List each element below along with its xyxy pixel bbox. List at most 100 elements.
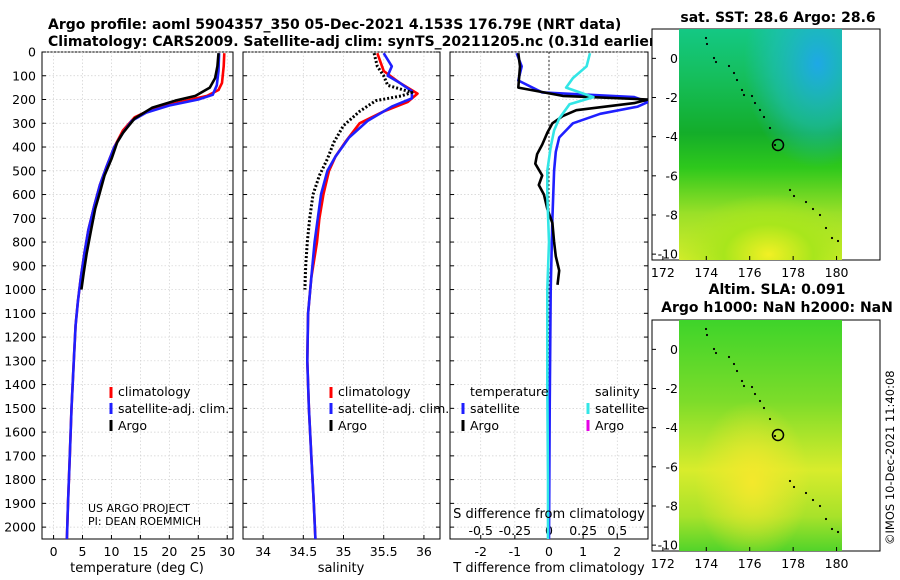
island-dot [792, 485, 796, 489]
island-dot [705, 42, 709, 46]
map-y-tick-label: 0 [670, 51, 678, 66]
island-dot [704, 36, 708, 40]
island-dot [768, 417, 772, 421]
y-tick-label: 1300 [4, 353, 36, 368]
x-tick-label: 1 [579, 544, 587, 559]
y-tick-label: 200 [12, 92, 36, 107]
x-tick-label: 0 [50, 544, 58, 559]
island-dot [714, 60, 718, 64]
main-title-line-1: Argo profile: aoml 5904357_350 05-Dec-20… [48, 17, 621, 33]
series-t-satellite [515, 52, 648, 539]
x-tick-label: 34 [255, 544, 271, 559]
island-dot [762, 115, 766, 119]
sst-field [679, 29, 842, 260]
legend-label-t-argo: Argo [470, 418, 499, 433]
x-tick-label: 35 [336, 544, 352, 559]
temperature-series [65, 53, 226, 539]
legend-title-temperature: temperature [470, 384, 549, 399]
salinity-series [303, 52, 419, 539]
x-tick-label: 10 [104, 544, 120, 559]
map-y-tick-label: -6 [666, 168, 679, 183]
sst-map-ticks: 172 174 176 178 180 0 -2 -4 -6 -8 -10 [651, 51, 849, 280]
sla-map-title-line-2: Argo h1000: NaN h2000: NaN [661, 300, 893, 316]
island-dot [727, 64, 731, 68]
x-tick-label: 0 [545, 544, 553, 559]
salinity-xlabel: salinity [318, 561, 365, 576]
island-dot [824, 517, 828, 521]
y-tick-label: 800 [12, 235, 36, 250]
island-dot [753, 101, 757, 105]
x-tick-label: 34.5 [289, 544, 317, 559]
island-dot [830, 236, 834, 240]
x-tick-label: 5 [79, 544, 87, 559]
island-dot [830, 527, 834, 531]
legend-label-climatology: climatology [118, 384, 191, 399]
island-dot [836, 530, 840, 534]
sla-map-title-line-1: Altim. SLA: 0.091 [709, 282, 846, 298]
y-tick-label: 900 [12, 258, 36, 273]
island-dot [836, 239, 840, 243]
legend-label-satellite: satellite-adj. clim. [338, 401, 449, 416]
island-dot [788, 188, 792, 192]
y-tick-label: 600 [12, 187, 36, 202]
island-dot [768, 126, 772, 130]
sla-island-dots [704, 327, 840, 534]
y-tick-label: 0 [28, 45, 36, 60]
x-tick-label: 20 [161, 544, 177, 559]
map-x-tick-label: 174 [694, 556, 718, 571]
series-climatology [65, 53, 226, 539]
island-dot [818, 504, 822, 508]
series-argo [80, 53, 220, 290]
y-tick-label: 2000 [4, 520, 36, 535]
legend-label-satellite: satellite-adj. clim. [118, 401, 229, 416]
temperature-axis-ticks: 0100200300400500600700800900100011001200… [4, 45, 235, 560]
y-tick-label: 1900 [4, 496, 36, 511]
series-argo [303, 52, 414, 290]
map-y-tick-label: -10 [658, 538, 678, 553]
island-dot [750, 385, 754, 389]
island-dot [740, 379, 744, 383]
island-dot [811, 498, 815, 502]
y-tick-label: 1200 [4, 330, 36, 345]
island-dot [758, 108, 762, 112]
map-y-tick-label: -4 [666, 420, 679, 435]
main-title-line-2: Climatology: CARS2009. Satellite-adj cli… [48, 34, 662, 50]
sst-warm-region [679, 150, 842, 260]
top-tick-label: 0.25 [569, 523, 597, 538]
x-tick-label: -2 [474, 544, 486, 559]
map-x-tick-label: 178 [781, 265, 805, 280]
series-s-satellite [545, 52, 595, 539]
island-dot [804, 200, 808, 204]
map-x-tick-label: 172 [651, 265, 675, 280]
series-satellite-adj-clim- [305, 52, 414, 539]
difference-top-xlabel: S difference from climatology [453, 507, 645, 522]
island-dot [732, 71, 736, 75]
map-x-tick-label: 178 [781, 556, 805, 571]
sst-island-dots [704, 36, 840, 243]
sla-map-ticks: 172 174 176 178 180 0 -2 -4 -6 -8 -10 [651, 342, 849, 571]
sst-argo-position-marker [771, 138, 785, 152]
temperature-legend: climatology satellite-adj. clim. Argo [109, 384, 229, 433]
island-dot [705, 333, 709, 337]
y-tick-label: 500 [12, 163, 36, 178]
difference-series [515, 52, 648, 539]
sla-field [679, 320, 842, 551]
credit-project: US ARGO PROJECT [88, 502, 190, 515]
y-tick-label: 1500 [4, 401, 36, 416]
island-dot [811, 207, 815, 211]
island-dot [762, 406, 766, 410]
series-t-argo [516, 53, 648, 285]
island-dot [712, 347, 716, 351]
x-tick-label: 15 [132, 544, 148, 559]
map-y-tick-label: -2 [666, 90, 678, 105]
island-dot [727, 355, 731, 359]
series-satellite-adj-clim- [65, 53, 221, 539]
x-tick-label: 2 [613, 544, 621, 559]
sst-map-title: sat. SST: 28.6 Argo: 28.6 [680, 10, 875, 26]
legend-label-argo: Argo [338, 418, 367, 433]
y-tick-label: 100 [12, 68, 36, 83]
legend-label-s-argo: Argo [595, 418, 624, 433]
map-y-tick-label: -8 [666, 498, 679, 513]
island-dot [773, 434, 777, 438]
salinity-axes [242, 51, 441, 540]
